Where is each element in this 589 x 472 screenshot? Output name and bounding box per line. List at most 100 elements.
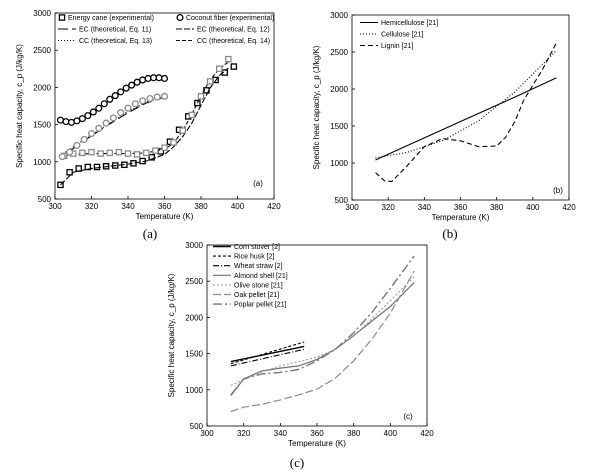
legend-label-a-3: EC (theoretical, Eq. 12): [197, 27, 270, 34]
panel-c: 300 320 340 360 380 400 420 500 1000 1500 2000 2500…: [150, 236, 450, 472]
x-tick-label-c-3: 360: [310, 429, 324, 438]
y-tick-label-c-2: 1500: [185, 350, 203, 359]
x-tick-label-a-6: 420: [267, 202, 281, 211]
x-tick-label-c-4: 380: [347, 429, 361, 438]
x-tick-label-c-0: 300: [200, 429, 214, 438]
chart-a: 300 320 340 360 380 400 420 500 1000 1500 2000 2500…: [15, 9, 281, 221]
y-tick-label-a-0: 500: [38, 195, 52, 204]
legend-label-b-1: Cellulose [21]: [381, 32, 423, 39]
point-a-s1-10: [111, 92, 119, 100]
y-tick-label-b-0: 500: [335, 196, 349, 205]
point-a-s6-5: [106, 149, 114, 157]
point-a-s0-4: [93, 163, 101, 171]
point-a-s7-12: [146, 95, 154, 103]
point-a-s7-0: [58, 153, 66, 161]
series-line-a-4: [60, 95, 165, 157]
y-tick-label-b-2: 1500: [330, 122, 348, 131]
point-a-s6-13: [179, 127, 186, 134]
x-tick-label-b-4: 380: [490, 203, 504, 212]
point-a-s6-6: [115, 148, 123, 156]
x-tick-label-a-5: 400: [231, 202, 245, 211]
panel-c-caption: (c): [289, 455, 305, 470]
y-tick-label-c-3: 2000: [185, 313, 203, 322]
series-line-b-2: [375, 42, 557, 183]
point-a-s7-14: [160, 92, 169, 100]
point-a-s7-2: [73, 141, 81, 149]
point-a-s7-7: [109, 114, 117, 122]
point-a-s1-19: [160, 74, 169, 83]
legend-symbol-a-1: [176, 13, 184, 22]
x-tick-label-b-0: 300: [345, 203, 359, 212]
y-tick-label-c-0: 500: [190, 422, 204, 431]
point-a-s6-7: [124, 150, 132, 157]
x-tick-label-b-2: 340: [418, 203, 432, 212]
legend-label-c-3: Almond shell [21]: [234, 273, 288, 280]
point-a-s1-7: [95, 104, 103, 112]
x-tick-label-b-5: 400: [526, 203, 540, 212]
point-a-s7-6: [102, 119, 110, 127]
point-a-s7-1: [66, 148, 74, 156]
legend-label-a-1: Coconut fiber (experimental): [186, 15, 274, 22]
legend-label-b-2: Lignin [21]: [381, 43, 413, 50]
x-tick-label-b-3: 360: [454, 203, 468, 212]
point-a-s1-5: [84, 112, 92, 120]
point-a-s0-10: [148, 154, 155, 161]
y-tick-label-a-1: 1000: [33, 158, 51, 167]
y-tick-label-b-4: 2500: [330, 48, 348, 57]
series-line-a-2: [60, 96, 165, 159]
point-a-s0-19: [230, 63, 238, 70]
series-line-a-5: [60, 60, 231, 157]
x-tick-label-c-2: 340: [274, 429, 288, 438]
y-tick-label-a-5: 3000: [33, 9, 51, 18]
chart-c: 300 320 340 360 380 400 420 500 1000 1500 2000 2500…: [167, 241, 434, 448]
legend-label-c-2: Wheat straw [2]: [234, 263, 283, 270]
point-a-s6-10: [152, 147, 159, 154]
x-tick-label-a-1: 320: [85, 202, 99, 211]
x-tick-label-a-4: 380: [194, 202, 208, 211]
series-line-c-3: [230, 282, 415, 396]
x-tick-label-a-2: 340: [121, 202, 135, 211]
y-axis-label-c: Specific heat capacity, c_p (J/kg/K): [167, 273, 176, 397]
panel-a: 300 320 340 360 380 400 420 500 1000 1500 2000 2500…: [0, 0, 300, 246]
point-a-s6-11: [161, 144, 168, 151]
point-a-s7-11: [139, 97, 147, 105]
legend-label-a-2: EC (theoretical, Eq. 11): [79, 27, 151, 34]
point-a-s7-10: [131, 100, 139, 108]
y-tick-label-a-3: 2000: [33, 83, 51, 92]
x-tick-label-c-1: 320: [237, 429, 251, 438]
point-a-s7-5: [95, 124, 103, 132]
point-a-s1-9: [106, 95, 114, 103]
legend-label-a-4: CC (theoretical, Eq. 13): [79, 38, 152, 45]
legend-symbol-a-0: [58, 14, 66, 21]
y-tick-label-c-4: 2500: [185, 277, 203, 286]
panel-tag-c: (c): [403, 412, 413, 421]
legend-label-c-4: Olive stone [21]: [234, 282, 283, 289]
legend-label-c-1: Rice husk [2]: [234, 254, 275, 261]
y-tick-label-c-5: 3000: [185, 241, 203, 250]
point-a-s6-2: [79, 149, 86, 157]
point-a-s6-18: [225, 55, 232, 63]
legend-label-c-0: Corn stover [2]: [234, 244, 280, 251]
point-a-s6-15: [197, 93, 205, 100]
point-a-s1-8: [100, 100, 108, 108]
point-a-s7-4: [87, 129, 96, 138]
x-tick-label-a-3: 360: [158, 202, 172, 211]
point-a-s1-11: [117, 88, 125, 96]
y-tick-label-b-1: 1000: [330, 159, 348, 168]
panel-tag-a: (a): [253, 179, 263, 188]
panel-b-caption: (b): [442, 226, 458, 241]
point-a-s7-13: [153, 93, 161, 101]
y-tick-label-b-3: 2000: [330, 85, 348, 94]
legend-label-a-5: CC (theoretical, Eq. 14): [197, 38, 270, 45]
series-line-c-0: [230, 345, 305, 363]
series-line-c-2: [230, 348, 305, 367]
series-line-c-1: [230, 341, 305, 365]
point-a-s6-14: [188, 111, 196, 119]
panel-a-caption: (a): [142, 226, 158, 241]
point-a-s0-1: [66, 168, 73, 176]
legend-label-a-0: Energy cane (experimental): [68, 15, 154, 22]
y-tick-label-b-5: 3000: [330, 11, 348, 20]
series-line-b-1: [375, 50, 557, 159]
point-a-s7-8: [117, 109, 125, 117]
point-a-s1-6: [89, 108, 97, 116]
